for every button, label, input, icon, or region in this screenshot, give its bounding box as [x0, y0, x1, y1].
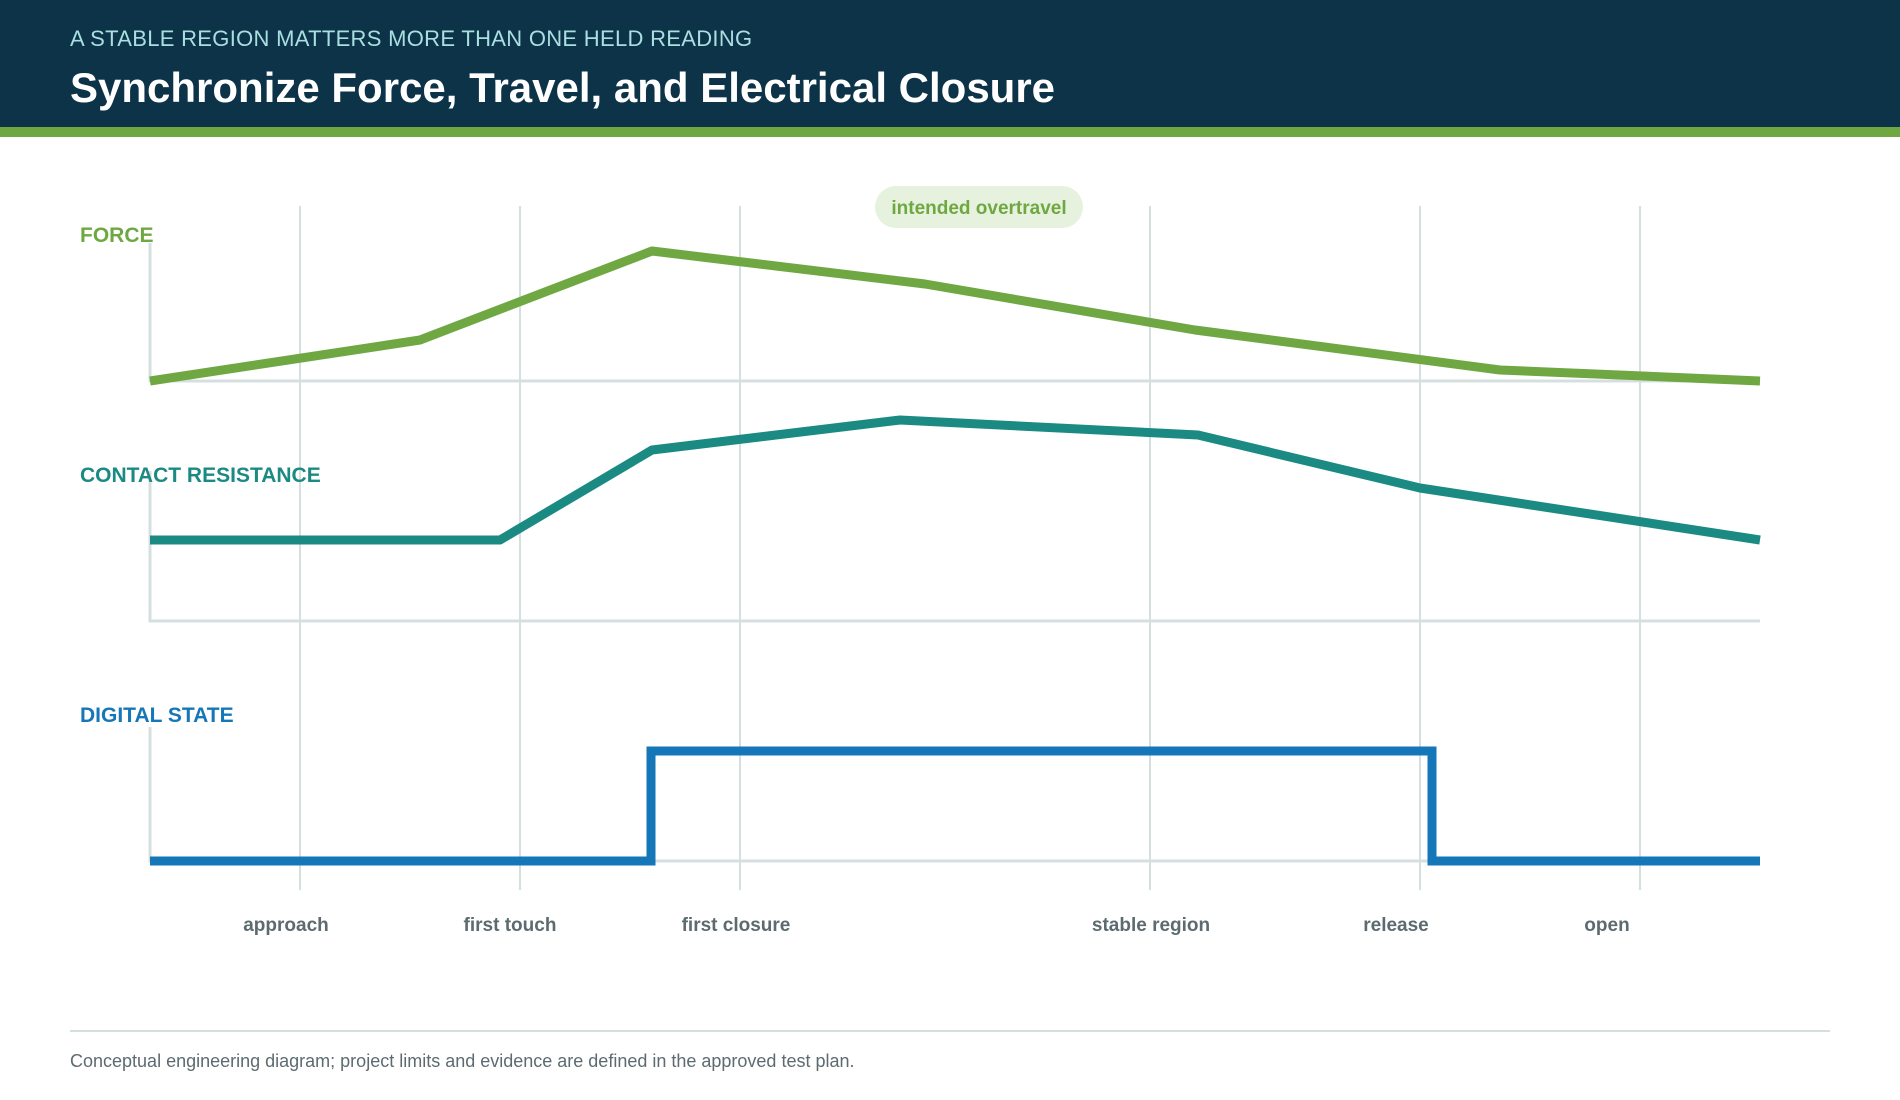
phase-label-first-touch: first touch [464, 915, 557, 936]
contact-resistance-trace [150, 415, 1761, 545]
track-axes [148, 243, 1760, 863]
phase-label-stable-region: stable region [1092, 915, 1210, 936]
phase-label-first-closure: first closure [682, 915, 791, 936]
phase-label-open: open [1584, 915, 1629, 936]
phase-label-approach: approach [243, 915, 329, 936]
phase-labels: approach first touch first closure stabl… [243, 915, 1629, 936]
track-label-force: FORCE [80, 224, 154, 247]
track-label-digital-state: DIGITAL STATE [80, 704, 234, 727]
contact-resistance-axis [148, 471, 1760, 623]
track-label-contact-resistance: CONTACT RESISTANCE [80, 464, 321, 487]
force-axis [148, 243, 1760, 383]
force-trace [149, 246, 1761, 386]
phase-label-release: release [1363, 915, 1429, 936]
annotation-pill [875, 186, 1083, 228]
page-title: Synchronize Force, Travel, and Electrica… [70, 64, 1056, 111]
footnote: Conceptual engineering diagram; project … [70, 1051, 855, 1071]
digital-state-trace [150, 746, 1760, 866]
header-bar [0, 0, 1900, 127]
kicker-text: A STABLE REGION MATTERS MORE THAN ONE HE… [70, 26, 753, 51]
footer-divider [70, 1030, 1830, 1032]
annotation-label: intended overtravel [891, 198, 1066, 219]
header-accent-stripe [0, 127, 1900, 137]
